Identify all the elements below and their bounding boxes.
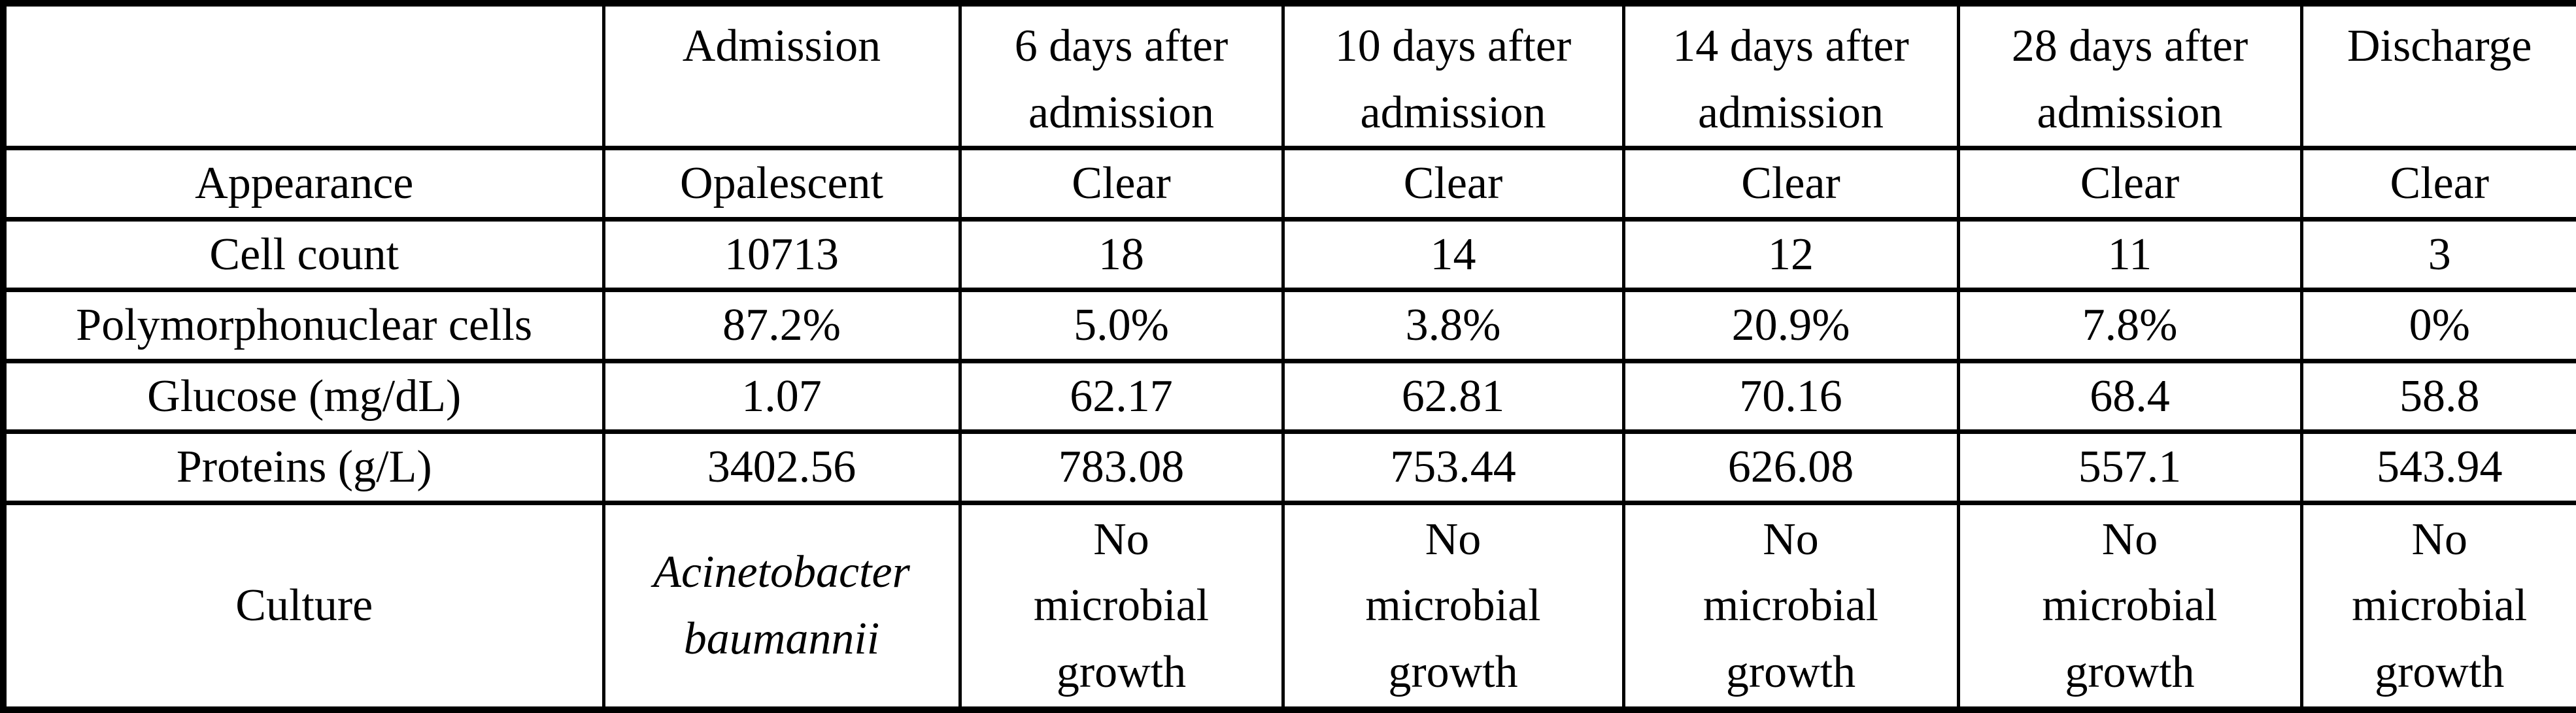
table-cell: 62.17 (958, 358, 1285, 434)
table-cell: 14 (1281, 216, 1625, 292)
table-cell: Clear (1281, 146, 1625, 222)
row-label-culture: Culture (1, 500, 605, 712)
table-cell: No microbial growth (1956, 500, 2303, 712)
table-cell: 12 (1621, 216, 1960, 292)
table-cell: 18 (958, 216, 1285, 292)
header-cell-discharge: Discharge (2299, 1, 2576, 150)
table-cell: No microbial growth (1621, 500, 1960, 712)
table-cell: No microbial growth (2299, 500, 2576, 712)
table-row-glucose: Glucose (mg/dL) 1.07 62.17 62.81 70.16 6… (1, 358, 2576, 434)
table-cell: 3 (2299, 216, 2576, 292)
table-cell: 87.2% (602, 288, 962, 363)
table-cell: 1.07 (602, 358, 962, 434)
table-cell: 11 (1956, 216, 2303, 292)
table-cell: 753.44 (1281, 429, 1625, 505)
table-cell: 3402.56 (602, 429, 962, 505)
row-label-polymorphonuclear-cells: Polymorphonuclear cells (1, 288, 605, 363)
table-cell: 543.94 (2299, 429, 2576, 505)
table-cell: 7.8% (1956, 288, 2303, 363)
table-header-row: Admission 6 days after admission 10 days… (1, 1, 2576, 150)
header-cell-empty (1, 1, 605, 150)
table-row-cell-count: Cell count 10713 18 14 12 11 3 (1, 216, 2576, 292)
row-label-cell-count: Cell count (1, 216, 605, 292)
table-cell: No microbial growth (958, 500, 1285, 712)
table-cell-culture-organism: Acinetobacter baumannii (602, 500, 962, 712)
table-cell: 5.0% (958, 288, 1285, 363)
row-label-appearance: Appearance (1, 146, 605, 222)
header-cell-6-days: 6 days after admission (958, 1, 1285, 150)
table-cell: Clear (2299, 146, 2576, 222)
table-row-appearance: Appearance Opalescent Clear Clear Clear … (1, 146, 2576, 222)
table-cell: No microbial growth (1281, 500, 1625, 712)
table-row-polymorphonuclear-cells: Polymorphonuclear cells 87.2% 5.0% 3.8% … (1, 288, 2576, 363)
row-label-proteins: Proteins (g/L) (1, 429, 605, 505)
table-cell: 20.9% (1621, 288, 1960, 363)
header-cell-28-days: 28 days after admission (1956, 1, 2303, 150)
table-cell: Clear (958, 146, 1285, 222)
table-cell: Opalescent (602, 146, 962, 222)
table-cell: 626.08 (1621, 429, 1960, 505)
table-cell: 58.8 (2299, 358, 2576, 434)
table-row-proteins: Proteins (g/L) 3402.56 783.08 753.44 626… (1, 429, 2576, 505)
table-cell: 0% (2299, 288, 2576, 363)
table-cell: 68.4 (1956, 358, 2303, 434)
table-cell: 70.16 (1621, 358, 1960, 434)
table-cell: 783.08 (958, 429, 1285, 505)
table-cell: 557.1 (1956, 429, 2303, 505)
row-label-glucose: Glucose (mg/dL) (1, 358, 605, 434)
table-cell: Clear (1956, 146, 2303, 222)
header-cell-admission: Admission (602, 1, 962, 150)
table-cell: 62.81 (1281, 358, 1625, 434)
table-cell: 3.8% (1281, 288, 1625, 363)
header-cell-10-days: 10 days after admission (1281, 1, 1625, 150)
table-row-culture: Culture Acinetobacter baumannii No micro… (1, 500, 2576, 712)
table-cell: 10713 (602, 216, 962, 292)
table-cell: Clear (1621, 146, 1960, 222)
header-cell-14-days: 14 days after admission (1621, 1, 1960, 150)
